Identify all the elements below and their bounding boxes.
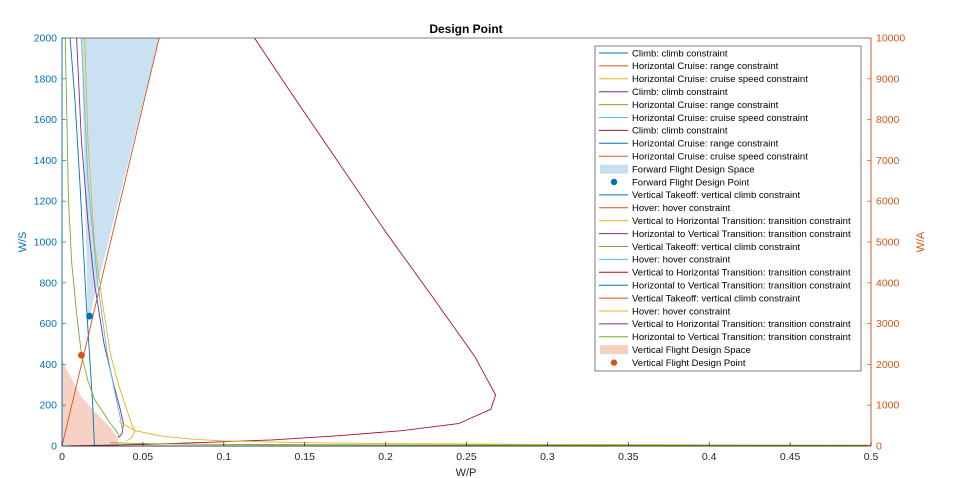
legend-entry-label: Horizontal Cruise: cruise speed constrai…: [632, 152, 808, 163]
x-tick-label: 0.35: [618, 451, 639, 463]
legend-patch-swatch: [600, 345, 628, 355]
legend-entry-label: Horizontal to Vertical Transition: trans…: [632, 332, 851, 343]
y-left-tick-label: 1400: [34, 155, 58, 167]
chart-title: Design Point: [429, 22, 502, 36]
x-tick-label: 0.5: [864, 451, 879, 463]
legend-entry-label: Hover: hover constraint: [632, 255, 731, 266]
y-right-tick-label: 6000: [876, 196, 900, 208]
y-axis-left-label: W/S: [17, 232, 29, 253]
y-right-tick-label: 8000: [876, 114, 900, 126]
y-right-tick-label: 4000: [876, 277, 900, 289]
x-tick-label: 0.2: [378, 451, 393, 463]
legend-box: [594, 45, 862, 372]
x-tick-label: 0: [59, 451, 65, 463]
design-point-marker-1: [78, 351, 85, 359]
x-tick-label: 0.15: [294, 451, 315, 463]
y-left-tick-label: 800: [39, 277, 57, 289]
legend-entry-label: Vertical to Horizontal Transition: trans…: [632, 268, 851, 279]
constraint-line-5: [80, 38, 123, 428]
legend-entry-label: Horizontal Cruise: range constraint: [632, 61, 779, 72]
y-right-tick-label: 5000: [876, 237, 900, 249]
y-axis-right-label: W/A: [915, 231, 927, 252]
y-left-tick-label: 1000: [34, 237, 58, 249]
legend-entry-label: Horizontal Cruise: range constraint: [632, 100, 779, 111]
x-tick-label: 0.45: [780, 451, 801, 463]
constraint-line-4: [64, 38, 120, 438]
y-left-tick-label: 600: [39, 318, 57, 330]
legend-entry-label: Hover: hover constraint: [632, 306, 731, 317]
legend-entry-label: Horizontal Cruise: range constraint: [632, 139, 779, 150]
constraint-line-0: [69, 38, 95, 446]
y-left-tick-label: 1200: [34, 196, 58, 208]
design-space-region-1: [62, 360, 119, 446]
legend-entry-label: Hover: hover constraint: [632, 203, 731, 214]
legend: Climb: climb constraint Horizontal Cruise…: [594, 45, 862, 372]
legend-entry-label: Vertical Flight Design Space: [632, 345, 751, 356]
legend-entry-label: Horizontal to Vertical Transition: trans…: [632, 229, 851, 240]
y-left-tick-label: 2000: [34, 33, 58, 45]
x-axis-label: W/P: [456, 467, 477, 478]
legend-dot-swatch: [610, 178, 618, 186]
legend-entry-label: Forward Flight Design Space: [632, 164, 755, 175]
x-tick-label: 0.4: [702, 451, 717, 463]
legend-entry-label: Horizontal Cruise: cruise speed constrai…: [632, 74, 808, 85]
y-left-tick-label: 0: [51, 441, 57, 453]
legend-entry-label: Climb: climb constraint: [632, 48, 728, 59]
legend-entry-label: Vertical Flight Design Point: [632, 358, 746, 369]
y-right-tick-label: 10000: [876, 33, 905, 45]
y-right-tick-label: 3000: [876, 318, 900, 330]
y-left-tick-label: 400: [39, 359, 57, 371]
legend-dot-swatch: [610, 359, 618, 366]
legend-entry-label: Horizontal Cruise: cruise speed constrai…: [632, 113, 808, 124]
legend-entry-label: Vertical to Horizontal Transition: trans…: [632, 216, 851, 227]
legend-entry-label: Vertical Takeoff: vertical climb constra…: [632, 190, 800, 201]
y-left-tick-label: 200: [39, 400, 57, 412]
legend-entry-label: Vertical to Horizontal Transition: trans…: [632, 319, 851, 330]
constraint-line-1: [62, 38, 160, 446]
x-tick-label: 0.1: [216, 451, 231, 463]
y-right-tick-label: 2000: [876, 359, 900, 371]
legend-entry-label: Climb: climb constraint: [632, 126, 728, 137]
y-left-tick-label: 1800: [34, 73, 58, 85]
x-tick-label: 0.25: [456, 451, 477, 463]
y-right-tick-label: 9000: [876, 73, 900, 85]
y-right-tick-label: 0: [876, 441, 882, 453]
y-right-tick-label: 7000: [876, 155, 900, 167]
design-space-region-0: [81, 38, 160, 324]
legend-entry-label: Forward Flight Design Point: [632, 177, 750, 188]
legend-entry-label: Vertical Takeoff: vertical climb constra…: [632, 242, 800, 253]
design-point-marker-0: [86, 312, 93, 320]
x-tick-label: 0.3: [540, 451, 555, 463]
legend-entry-label: Climb: climb constraint: [632, 87, 728, 98]
x-tick-label: 0.05: [133, 451, 154, 463]
legend-patch-swatch: [600, 164, 628, 174]
constraint-line-2: [84, 38, 136, 442]
legend-entry-label: Horizontal to Vertical Transition: trans…: [632, 281, 851, 292]
y-right-tick-label: 1000: [876, 400, 900, 412]
legend-entry-label: Vertical Takeoff: vertical climb constra…: [632, 293, 800, 304]
y-left-tick-label: 1600: [34, 114, 58, 126]
constraint-line-6: [70, 38, 497, 446]
